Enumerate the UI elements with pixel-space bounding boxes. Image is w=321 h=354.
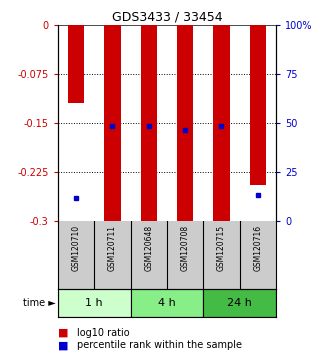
Text: ■: ■ [58, 328, 68, 338]
Text: 24 h: 24 h [227, 298, 252, 308]
Text: ■: ■ [58, 340, 68, 350]
Bar [68, 25, 84, 103]
Title: GDS3433 / 33454: GDS3433 / 33454 [112, 11, 222, 24]
Bar [213, 25, 230, 221]
Bar [104, 25, 120, 221]
Text: GSM120711: GSM120711 [108, 225, 117, 271]
Text: percentile rank within the sample: percentile rank within the sample [77, 340, 242, 350]
Text: GSM120715: GSM120715 [217, 225, 226, 271]
Text: GSM120716: GSM120716 [253, 225, 262, 271]
Text: 1 h: 1 h [85, 298, 103, 308]
Text: 4 h: 4 h [158, 298, 176, 308]
Text: GSM120708: GSM120708 [181, 225, 190, 271]
Text: GSM120648: GSM120648 [144, 225, 153, 271]
Bar [58, 289, 131, 317]
Text: time ►: time ► [23, 298, 56, 308]
Bar [177, 25, 193, 221]
Text: GSM120710: GSM120710 [72, 225, 81, 271]
Bar [250, 25, 266, 185]
Bar [131, 289, 203, 317]
Bar [141, 25, 157, 221]
Bar [203, 289, 276, 317]
Text: log10 ratio: log10 ratio [77, 328, 130, 338]
